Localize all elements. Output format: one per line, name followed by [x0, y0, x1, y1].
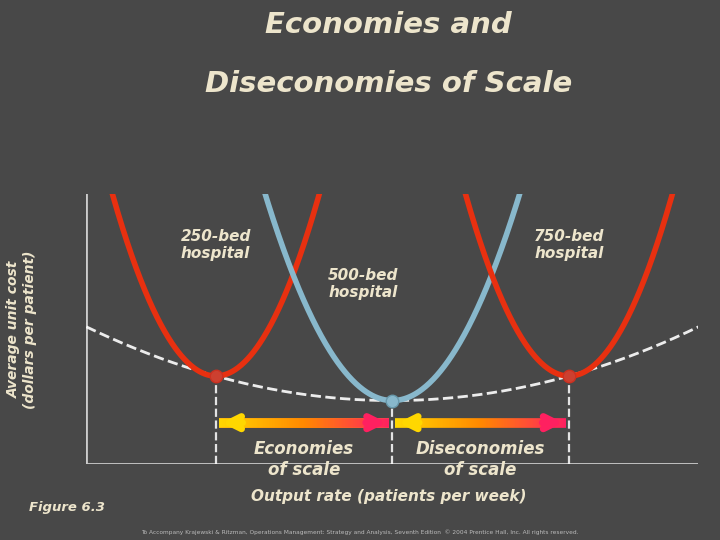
Text: Average unit cost
(dollars per patient): Average unit cost (dollars per patient) — [6, 250, 37, 409]
Text: To Accompany Krajewski & Ritzman, Operations Management: Strategy and Analysis, : To Accompany Krajewski & Ritzman, Operat… — [141, 529, 579, 535]
Text: Economies
of scale: Economies of scale — [254, 440, 354, 478]
Text: Diseconomies of Scale: Diseconomies of Scale — [205, 70, 572, 98]
Text: 250-bed
hospital: 250-bed hospital — [181, 229, 251, 261]
Text: Figure 6.3: Figure 6.3 — [29, 501, 105, 514]
Text: Diseconomies
of scale: Diseconomies of scale — [416, 440, 545, 478]
Text: 750-bed
hospital: 750-bed hospital — [534, 229, 604, 261]
Text: Economies and: Economies and — [266, 11, 512, 39]
Text: 500-bed
hospital: 500-bed hospital — [328, 268, 398, 300]
Text: Output rate (patients per week): Output rate (patients per week) — [251, 489, 526, 504]
